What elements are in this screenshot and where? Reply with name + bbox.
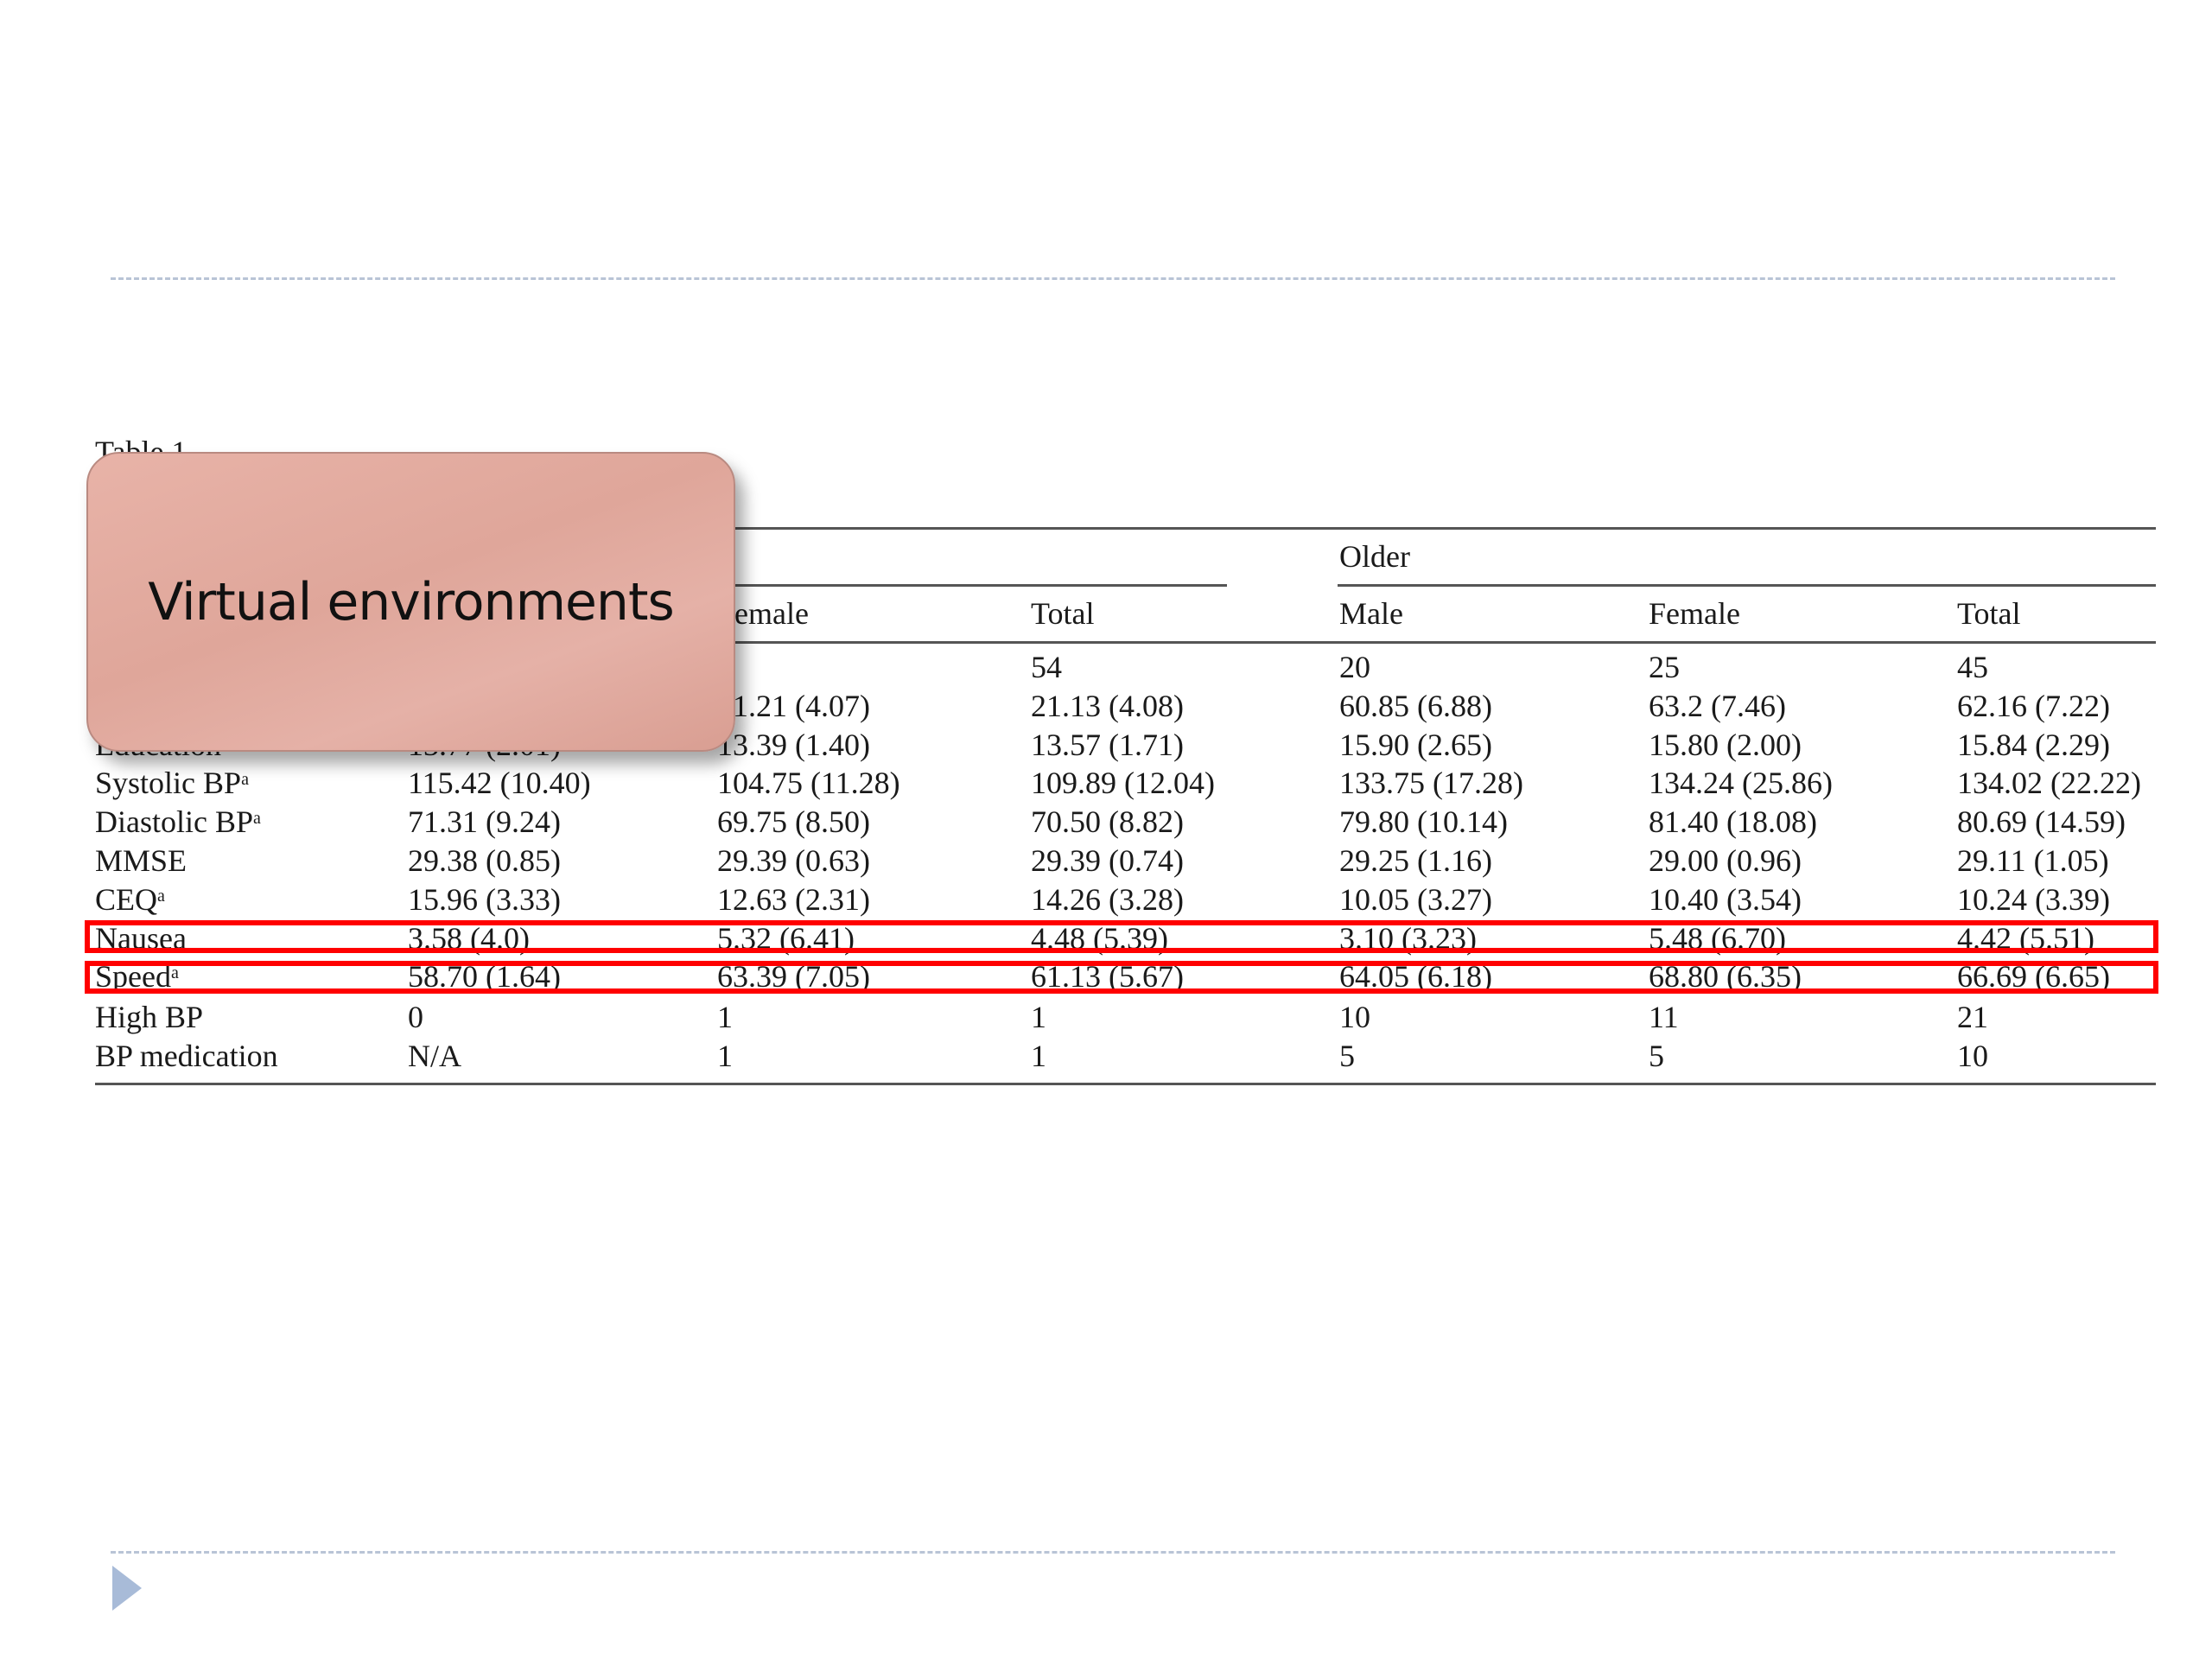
table-cell: 80.69 (14.59) — [1957, 804, 2126, 839]
older-group-rule — [1338, 584, 2156, 587]
table-cell: 11 — [1649, 1000, 1679, 1034]
bottom-divider — [111, 1551, 2115, 1554]
table-cell: 60.85 (6.88) — [1339, 689, 1492, 723]
table-cell: 63.2 (7.46) — [1649, 689, 1786, 723]
table-cell: 29.39 (0.63) — [717, 843, 870, 878]
table-cell: 1 — [717, 1000, 733, 1034]
table-cell: 20 — [1339, 650, 1370, 684]
table-cell: 29.39 (0.74) — [1031, 843, 1184, 878]
table-cell: 5 — [1339, 1039, 1355, 1073]
table-cell: 5 — [1649, 1039, 1664, 1073]
table-cell: 15.84 (2.29) — [1957, 728, 2110, 762]
table-cell: 1 — [1031, 1039, 1046, 1073]
table-cell: 10.40 (3.54) — [1649, 882, 1802, 917]
table-cell: 29.25 (1.16) — [1339, 843, 1492, 878]
table-cell: 21.21 (4.07) — [717, 689, 870, 723]
table-cell: N/A — [408, 1039, 461, 1073]
row-label: Systolic BPa — [95, 766, 249, 800]
table-cell: 10.24 (3.39) — [1957, 882, 2110, 917]
col-header-older-total: Total — [1957, 596, 2021, 631]
footnote-marker: a — [253, 809, 261, 828]
table-cell: 1 — [717, 1039, 733, 1073]
row-label: MMSE — [95, 843, 188, 878]
nausea-highlight-box — [85, 920, 2158, 953]
table-cell: 25 — [1649, 650, 1680, 684]
table-cell: 104.75 (11.28) — [717, 766, 900, 800]
table-cell: 71.31 (9.24) — [408, 804, 561, 839]
table-cell: 29.11 (1.05) — [1957, 843, 2109, 878]
table-cell: 15.96 (3.33) — [408, 882, 561, 917]
footnote-marker: a — [170, 963, 179, 982]
table-cell: 70.50 (8.82) — [1031, 804, 1184, 839]
footnote-marker: a — [241, 770, 249, 789]
table-cell: 10.05 (3.27) — [1339, 882, 1492, 917]
row-label: CEQa — [95, 882, 165, 917]
virtual-environments-callout: Virtual environments — [86, 452, 735, 752]
speed-highlight-box — [85, 961, 2158, 994]
table-cell: 81.40 (18.08) — [1649, 804, 1817, 839]
table-cell: 54 — [1031, 650, 1062, 684]
table-cell: 69.75 (8.50) — [717, 804, 870, 839]
table-cell: 21.13 (4.08) — [1031, 689, 1184, 723]
callout-label: Virtual environments — [148, 571, 675, 632]
col-header-young-total: Total — [1031, 596, 1095, 631]
table-cell: 13.57 (1.71) — [1031, 728, 1184, 762]
table-cell: 62.16 (7.22) — [1957, 689, 2110, 723]
col-header-older-male: Male — [1339, 596, 1403, 631]
play-arrow-icon — [112, 1566, 142, 1611]
table-cell: 79.80 (10.14) — [1339, 804, 1508, 839]
table-cell: 21 — [1957, 1000, 1988, 1034]
table-cell: 134.24 (25.86) — [1649, 766, 1833, 800]
top-divider — [111, 277, 2115, 280]
table-cell: 1 — [1031, 1000, 1046, 1034]
table-cell: 29.00 (0.96) — [1649, 843, 1802, 878]
table-top-rule — [696, 527, 2156, 530]
young-group-rule — [696, 584, 1227, 587]
header-bottom-rule — [696, 641, 2156, 644]
table-cell: 45 — [1957, 650, 1988, 684]
table-cell: 133.75 (17.28) — [1339, 766, 1523, 800]
table-cell: 10 — [1957, 1039, 1988, 1073]
table-cell: 13.39 (1.40) — [717, 728, 870, 762]
row-label: BP medication — [95, 1039, 278, 1073]
row-label: Diastolic BPa — [95, 804, 261, 839]
table-cell: 15.80 (2.00) — [1649, 728, 1802, 762]
row-label: High BP — [95, 1000, 204, 1034]
footnote-marker: a — [157, 887, 165, 906]
table-cell: 14.26 (3.28) — [1031, 882, 1184, 917]
table-cell: 115.42 (10.40) — [408, 766, 591, 800]
col-header-older-female: Female — [1649, 596, 1740, 631]
table-cell: 109.89 (12.04) — [1031, 766, 1215, 800]
table-cell: 134.02 (22.22) — [1957, 766, 2141, 800]
table-cell: 15.90 (2.65) — [1339, 728, 1492, 762]
table-cell: 0 — [408, 1000, 423, 1034]
table-cell: 12.63 (2.31) — [717, 882, 870, 917]
table-bottom-rule — [95, 1083, 2156, 1085]
table-cell: 29.38 (0.85) — [408, 843, 561, 878]
table-cell: 10 — [1339, 1000, 1370, 1034]
older-group-header: Older — [1339, 539, 1410, 574]
